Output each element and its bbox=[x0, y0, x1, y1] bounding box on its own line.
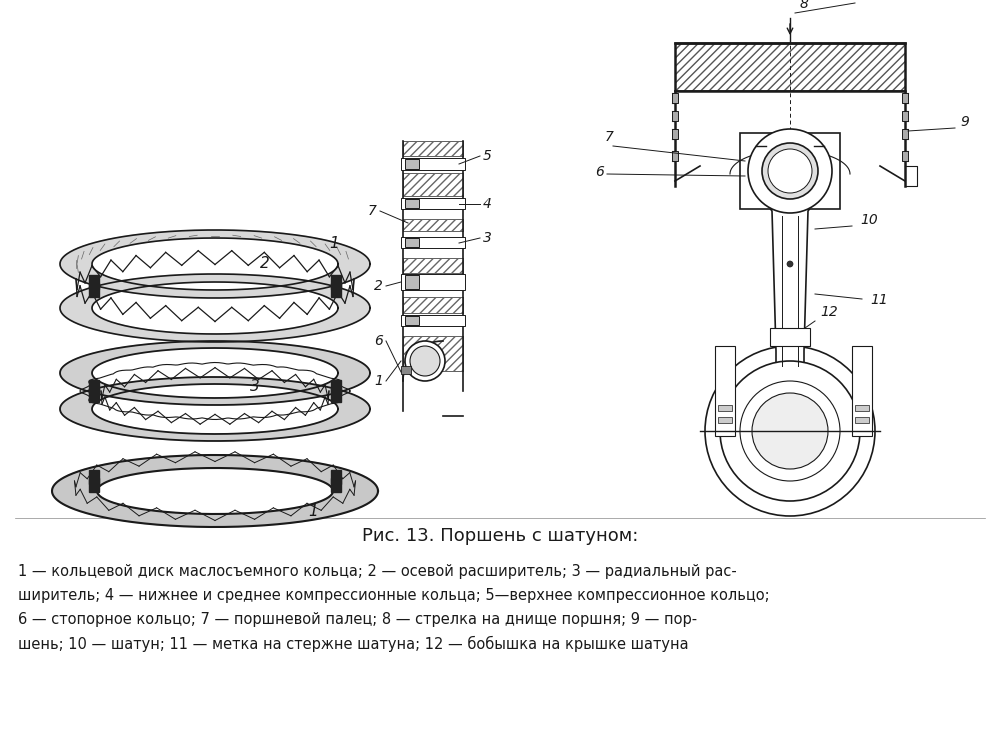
Text: 6: 6 bbox=[374, 334, 383, 348]
Bar bbox=[902, 93, 908, 103]
Bar bbox=[852, 346, 872, 436]
Text: 5: 5 bbox=[483, 149, 492, 163]
Bar bbox=[672, 111, 678, 121]
Polygon shape bbox=[60, 377, 370, 441]
Polygon shape bbox=[60, 230, 370, 298]
Bar bbox=[89, 283, 99, 297]
Bar bbox=[855, 405, 869, 411]
Bar bbox=[403, 173, 463, 196]
Text: 2: 2 bbox=[260, 256, 270, 271]
Text: 7: 7 bbox=[368, 204, 377, 218]
Text: 9: 9 bbox=[960, 115, 969, 129]
Text: Рис. 13. Поршень с шатуном:: Рис. 13. Поршень с шатуном: bbox=[362, 527, 638, 545]
Bar bbox=[331, 283, 341, 297]
Bar bbox=[401, 158, 465, 170]
Circle shape bbox=[705, 346, 875, 516]
Bar bbox=[902, 129, 908, 139]
Polygon shape bbox=[80, 363, 350, 419]
Bar bbox=[403, 336, 463, 371]
Text: шень; 10 — шатун; 11 — метка на стержне шатуна; 12 — бобышка на крышке шатуна: шень; 10 — шатун; 11 — метка на стержне … bbox=[18, 636, 689, 652]
Bar bbox=[405, 275, 419, 289]
Bar bbox=[331, 478, 341, 492]
Text: 11: 11 bbox=[870, 293, 888, 307]
Polygon shape bbox=[60, 341, 370, 405]
Bar bbox=[89, 388, 99, 402]
Circle shape bbox=[405, 341, 445, 381]
Bar bbox=[401, 237, 465, 248]
Bar bbox=[675, 43, 905, 91]
Text: ширитель; 4 — нижнее и среднее компрессионные кольца; 5—верхнее компрессионное к: ширитель; 4 — нижнее и среднее компресси… bbox=[18, 588, 770, 603]
Bar bbox=[672, 129, 678, 139]
Bar bbox=[403, 219, 463, 231]
Bar bbox=[740, 133, 840, 209]
Bar bbox=[405, 238, 419, 247]
Bar bbox=[401, 198, 465, 209]
Bar bbox=[89, 478, 99, 492]
Bar bbox=[89, 275, 99, 289]
Text: 2: 2 bbox=[374, 279, 383, 293]
Bar bbox=[403, 219, 463, 231]
Circle shape bbox=[762, 143, 818, 199]
Bar bbox=[401, 366, 411, 374]
Bar bbox=[902, 151, 908, 161]
Bar bbox=[331, 470, 341, 484]
Text: 4: 4 bbox=[483, 197, 492, 211]
Bar bbox=[331, 380, 341, 394]
Bar bbox=[403, 173, 463, 196]
Bar bbox=[672, 151, 678, 161]
Text: 3: 3 bbox=[483, 231, 492, 245]
Text: 1 — кольцевой диск маслосъемного кольца; 2 — осевой расширитель; 3 — радиальный : 1 — кольцевой диск маслосъемного кольца;… bbox=[18, 564, 737, 579]
Bar bbox=[675, 43, 905, 91]
Bar bbox=[405, 316, 419, 325]
Text: 10: 10 bbox=[860, 213, 878, 227]
Polygon shape bbox=[745, 176, 835, 371]
Bar bbox=[718, 405, 732, 411]
Bar bbox=[403, 297, 463, 313]
Bar bbox=[405, 159, 419, 169]
Bar bbox=[403, 141, 463, 156]
Bar bbox=[715, 346, 735, 436]
Bar bbox=[902, 111, 908, 121]
Text: 1: 1 bbox=[330, 236, 339, 251]
Text: 6 — стопорное кольцо; 7 — поршневой палец; 8 — стрелка на днище поршня; 9 — пор-: 6 — стопорное кольцо; 7 — поршневой пале… bbox=[18, 612, 697, 627]
Bar bbox=[718, 417, 732, 423]
Text: 6: 6 bbox=[595, 165, 604, 179]
Text: 7: 7 bbox=[605, 130, 614, 144]
Bar bbox=[401, 274, 465, 290]
Bar bbox=[403, 258, 463, 273]
Bar bbox=[672, 93, 678, 103]
Bar bbox=[89, 380, 99, 394]
Bar bbox=[401, 315, 465, 326]
Bar bbox=[403, 336, 463, 371]
Bar bbox=[735, 156, 845, 181]
Bar bbox=[331, 388, 341, 402]
Text: 8: 8 bbox=[800, 0, 809, 11]
Circle shape bbox=[720, 361, 860, 501]
Polygon shape bbox=[52, 455, 378, 527]
Text: 12: 12 bbox=[820, 305, 838, 319]
Bar bbox=[331, 275, 341, 289]
Text: 1: 1 bbox=[308, 504, 318, 519]
Circle shape bbox=[748, 129, 832, 213]
Bar bbox=[675, 43, 905, 91]
Text: 3: 3 bbox=[250, 379, 260, 394]
Bar bbox=[405, 199, 419, 208]
Circle shape bbox=[752, 393, 828, 469]
Bar bbox=[403, 141, 463, 156]
Bar bbox=[89, 470, 99, 484]
Bar bbox=[403, 258, 463, 273]
Bar bbox=[403, 297, 463, 313]
Text: 1: 1 bbox=[374, 374, 383, 388]
Bar bbox=[770, 328, 810, 346]
Bar bbox=[403, 141, 463, 441]
Circle shape bbox=[768, 149, 812, 193]
Bar bbox=[855, 417, 869, 423]
Circle shape bbox=[740, 381, 840, 481]
Polygon shape bbox=[60, 274, 370, 342]
Circle shape bbox=[787, 261, 793, 267]
Circle shape bbox=[410, 346, 440, 376]
